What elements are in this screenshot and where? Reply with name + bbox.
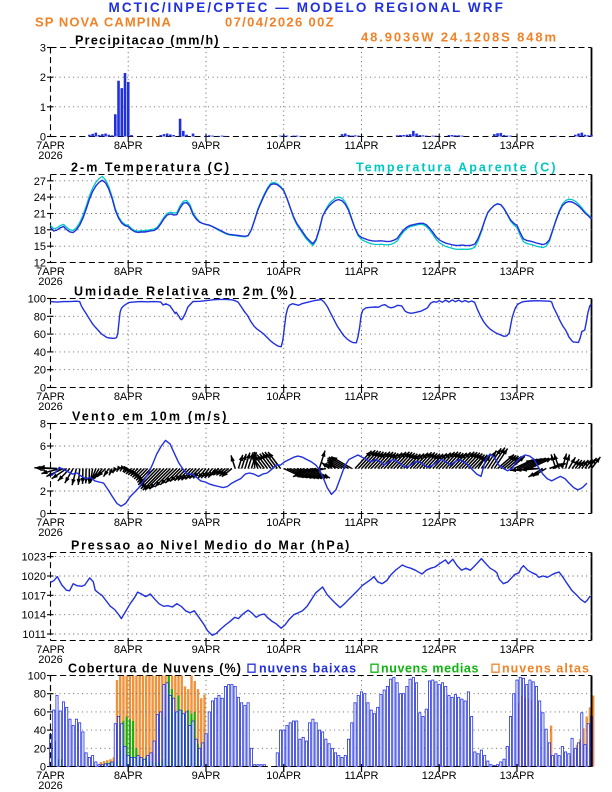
svg-text:11APR: 11APR [344,391,378,403]
svg-text:Pressao ao Nivel Medio do Mar: Pressao ao Nivel Medio do Mar (hPa) [71,539,351,553]
svg-text:48.9036W 24.1208S 848m: 48.9036W 24.1208S 848m [361,30,558,45]
svg-text:10APR: 10APR [266,517,301,529]
svg-text:0: 0 [40,762,46,774]
svg-text:nuvens altas: nuvens altas [502,662,590,676]
svg-text:Precipitacao (mm/h): Precipitacao (mm/h) [75,34,220,48]
svg-text:3: 3 [40,43,46,55]
svg-text:11APR: 11APR [344,770,378,782]
svg-text:12APR: 12APR [422,391,457,403]
svg-text:7APR: 7APR [36,644,65,656]
svg-text:11APR: 11APR [344,266,378,278]
svg-text:80: 80 [34,689,46,701]
svg-text:Umidade Relativa em 2m (%): Umidade Relativa em 2m (%) [74,285,296,299]
svg-text:9APR: 9APR [192,266,221,278]
svg-text:80: 80 [34,311,46,323]
svg-text:Vento em 10m (m/s): Vento em 10m (m/s) [72,410,229,424]
svg-text:2: 2 [40,486,46,498]
svg-text:nuvens medias: nuvens medias [381,662,479,676]
svg-text:2026: 2026 [38,527,62,539]
svg-text:1017: 1017 [22,590,46,602]
svg-text:MCTIC/INPE/CPTEC — MODELO REGI: MCTIC/INPE/CPTEC — MODELO REGIONAL WRF [109,0,505,15]
svg-text:9APR: 9APR [192,644,221,656]
svg-text:40: 40 [34,725,46,737]
svg-text:8APR: 8APR [114,391,143,403]
svg-text:11APR: 11APR [344,517,378,529]
svg-text:20: 20 [34,743,46,755]
svg-text:12: 12 [34,258,46,270]
svg-text:8APR: 8APR [114,140,143,152]
svg-text:0: 0 [40,132,46,144]
svg-text:12APR: 12APR [422,517,457,529]
svg-text:13APR: 13APR [500,266,535,278]
svg-text:9APR: 9APR [192,391,221,403]
svg-text:2: 2 [40,72,46,84]
svg-text:7APR: 7APR [36,770,65,782]
svg-text:1020: 1020 [22,571,46,583]
svg-text:6: 6 [40,441,46,453]
svg-text:1023: 1023 [22,552,46,564]
svg-text:15: 15 [34,241,46,253]
svg-text:8APR: 8APR [114,517,143,529]
svg-text:4: 4 [40,464,46,476]
svg-text:40: 40 [34,347,46,359]
svg-text:24: 24 [34,192,46,204]
svg-text:10APR: 10APR [266,266,301,278]
svg-text:13APR: 13APR [500,517,535,529]
svg-text:1014: 1014 [22,610,46,622]
svg-text:12APR: 12APR [422,644,457,656]
svg-text:2026: 2026 [38,401,62,413]
svg-text:11APR: 11APR [344,140,378,152]
svg-text:13APR: 13APR [500,140,535,152]
svg-text:10APR: 10APR [266,140,301,152]
svg-text:9APR: 9APR [192,770,221,782]
svg-text:2026: 2026 [38,276,62,288]
svg-text:Temperatura Aparente (C): Temperatura Aparente (C) [356,161,558,175]
svg-text:9APR: 9APR [192,517,221,529]
svg-text:13APR: 13APR [500,770,535,782]
svg-text:10APR: 10APR [266,391,301,403]
svg-text:60: 60 [34,707,46,719]
svg-text:10APR: 10APR [266,644,301,656]
svg-text:27: 27 [34,176,46,188]
svg-text:nuvens baixas: nuvens baixas [259,662,357,676]
svg-text:8APR: 8APR [114,266,143,278]
svg-text:0: 0 [40,509,46,521]
svg-text:7APR: 7APR [36,266,65,278]
svg-text:7APR: 7APR [36,517,65,529]
svg-text:100: 100 [28,294,46,306]
svg-text:13APR: 13APR [500,391,535,403]
svg-text:21: 21 [34,209,46,221]
svg-text:8APR: 8APR [114,644,143,656]
svg-text:2026: 2026 [38,150,62,162]
svg-text:13APR: 13APR [500,644,535,656]
svg-text:100: 100 [28,671,46,683]
svg-text:12APR: 12APR [422,770,457,782]
svg-text:7APR: 7APR [36,391,65,403]
svg-text:2026: 2026 [38,654,62,666]
svg-text:2026: 2026 [38,780,62,792]
svg-text:07/04/2026 00Z: 07/04/2026 00Z [225,15,335,30]
svg-text:12APR: 12APR [422,140,457,152]
svg-text:8APR: 8APR [114,770,143,782]
svg-text:8: 8 [40,419,46,431]
svg-text:10APR: 10APR [266,770,301,782]
svg-text:18: 18 [34,225,46,237]
svg-text:60: 60 [34,329,46,341]
svg-text:1011: 1011 [22,629,46,641]
svg-text:7APR: 7APR [36,140,65,152]
svg-text:1: 1 [40,102,46,114]
svg-text:20: 20 [34,365,46,377]
svg-text:2-m Temperatura (C): 2-m Temperatura (C) [71,161,231,175]
svg-text:12APR: 12APR [422,266,457,278]
svg-text:Cobertura de Nuvens (%): Cobertura de Nuvens (%) [68,662,242,676]
svg-text:SP NOVA CAMPINA: SP NOVA CAMPINA [35,15,172,30]
svg-text:11APR: 11APR [344,644,378,656]
svg-text:0: 0 [40,383,46,395]
svg-text:9APR: 9APR [192,140,221,152]
